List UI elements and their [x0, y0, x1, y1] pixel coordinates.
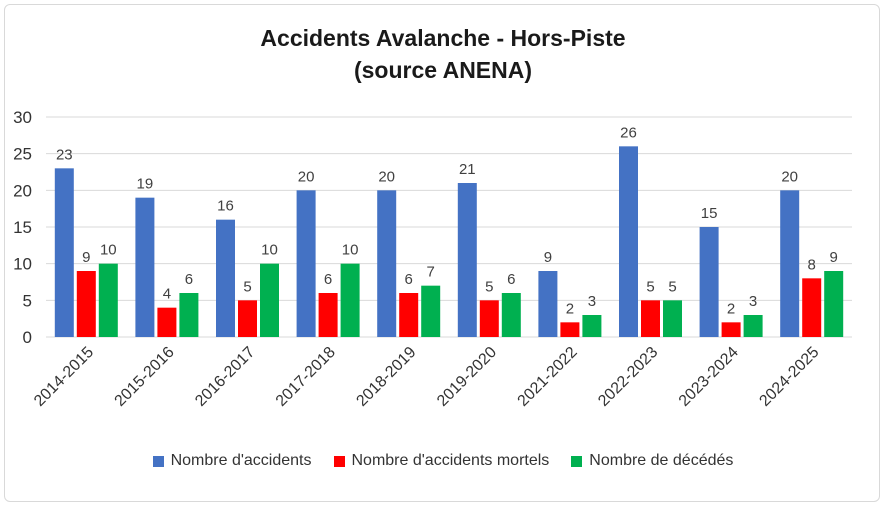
bar [421, 285, 441, 337]
y-tick-label: 0 [23, 328, 32, 347]
data-label: 2 [566, 300, 574, 317]
data-label: 20 [298, 168, 315, 185]
bar [318, 293, 338, 337]
x-tick-label: 2014-2015 [31, 344, 97, 410]
bar [216, 219, 235, 337]
bar [238, 300, 257, 337]
x-tick-label: 2018-2019 [353, 344, 419, 410]
y-tick-label: 20 [13, 181, 32, 200]
data-label: 6 [507, 271, 515, 288]
data-label: 2 [727, 300, 735, 317]
x-tick-label: 2021-2022 [515, 344, 581, 410]
data-label: 5 [243, 278, 251, 295]
bar [619, 146, 638, 337]
legend: Nombre d'accidents Nombre d'accidents mo… [0, 452, 886, 470]
bar [457, 183, 477, 337]
legend-item-mortels: Nombre d'accidents mortels [333, 452, 550, 470]
legend-item-accidents: Nombre d'accidents [152, 452, 312, 470]
data-label: 4 [163, 286, 171, 303]
y-tick-label: 5 [23, 291, 32, 310]
data-label: 5 [668, 278, 676, 295]
bar [98, 263, 118, 337]
data-label: 7 [427, 264, 435, 281]
bar [76, 271, 96, 337]
bar [824, 271, 844, 337]
x-tick-label: 2016-2017 [192, 344, 258, 410]
data-label: 9 [544, 249, 552, 266]
bar [641, 300, 660, 337]
data-label: 9 [830, 249, 838, 266]
data-label: 26 [620, 124, 637, 141]
legend-label-mortels: Nombre d'accidents mortels [351, 452, 550, 469]
y-tick-label: 10 [13, 255, 32, 274]
bar [743, 315, 763, 337]
bar [699, 227, 719, 337]
data-label: 21 [459, 161, 476, 178]
bar [560, 322, 580, 337]
bar [663, 300, 682, 337]
legend-item-decedes: Nombre de décédés [571, 452, 733, 470]
bar [538, 271, 558, 337]
data-label: 15 [701, 205, 718, 222]
bar [399, 293, 419, 337]
data-label: 6 [185, 271, 193, 288]
legend-swatch-mortels [333, 455, 345, 467]
y-tick-label: 30 [13, 108, 32, 127]
x-tick-label: 2017-2018 [273, 344, 339, 410]
bar [479, 300, 499, 337]
data-label: 20 [378, 168, 395, 185]
y-tick-label: 15 [13, 218, 32, 237]
data-label: 20 [781, 168, 798, 185]
x-tick-label: 2023-2024 [676, 344, 742, 410]
data-label: 5 [485, 278, 493, 295]
data-label: 10 [100, 242, 117, 259]
data-label: 9 [82, 249, 90, 266]
bar [54, 168, 74, 337]
x-tick-label: 2019-2020 [434, 344, 500, 410]
chart-title-line-2: (source ANENA) [353, 57, 533, 83]
bar [802, 278, 822, 337]
bar [721, 322, 741, 337]
data-label: 3 [749, 293, 757, 310]
x-tick-label: 2015-2016 [112, 344, 178, 410]
data-label: 19 [137, 176, 154, 193]
bar [377, 190, 397, 337]
data-label: 8 [808, 256, 816, 273]
bar [340, 263, 360, 337]
bar [135, 197, 155, 337]
data-label: 3 [588, 293, 596, 310]
legend-swatch-accidents [152, 455, 164, 467]
data-label: 10 [261, 242, 278, 259]
bar [582, 315, 602, 337]
data-label: 6 [324, 271, 332, 288]
bar [296, 190, 316, 337]
bar [780, 190, 800, 337]
legend-swatch-decedes [571, 455, 583, 467]
chart-frame [4, 4, 880, 502]
legend-label-accidents: Nombre d'accidents [170, 452, 312, 469]
bar [260, 263, 279, 337]
x-tick-label: 2024-2025 [756, 344, 822, 410]
x-tick-label: 2022-2023 [595, 344, 661, 410]
bar [157, 307, 177, 337]
legend-label-decedes: Nombre de décédés [589, 452, 734, 469]
data-label: 10 [342, 242, 359, 259]
chart-title-line-1: Accidents Avalanche - Hors-Piste [260, 25, 626, 51]
data-label: 16 [217, 198, 234, 215]
y-tick-label: 25 [13, 145, 32, 164]
chart-title: Accidents Avalanche - Hors-Piste (source… [0, 22, 886, 86]
bar [179, 293, 199, 337]
bar [501, 293, 521, 337]
data-label: 23 [56, 146, 73, 163]
data-label: 6 [405, 271, 413, 288]
data-label: 5 [646, 278, 654, 295]
